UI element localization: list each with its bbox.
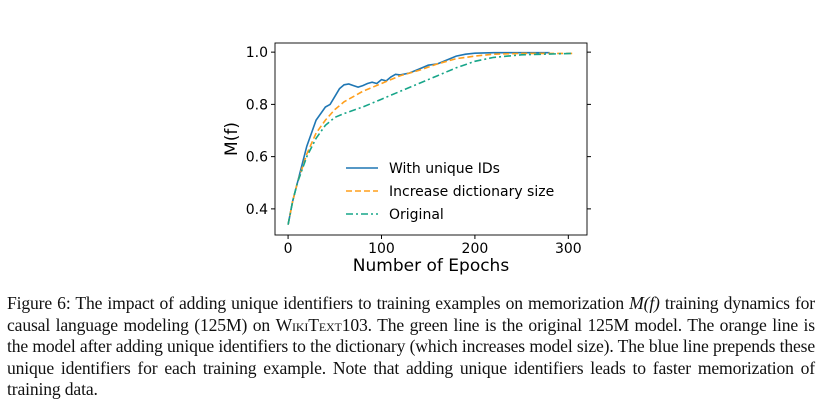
x-tick-label: 300 xyxy=(555,241,582,257)
legend-label-0: With unique IDs xyxy=(389,161,500,177)
series-line-2 xyxy=(287,52,574,225)
y-tick-label: 0.8 xyxy=(246,97,268,113)
caption-label: Figure 6: xyxy=(7,293,71,313)
caption-text: . The green line is the original 125M mo… xyxy=(7,314,815,400)
caption-text: The impact of adding unique identifiers … xyxy=(70,293,630,313)
x-axis-label: Number of Epochs xyxy=(353,256,510,276)
y-tick-label: 1.0 xyxy=(246,45,268,61)
y-tick-label: 0.4 xyxy=(246,202,268,218)
figure-caption: Figure 6: The impact of adding unique id… xyxy=(7,293,815,401)
caption-math: M(f) xyxy=(629,293,660,313)
y-tick-label: 0.6 xyxy=(246,150,268,166)
caption-dataset: WikiText103 xyxy=(275,314,368,335)
figure-chart: 0 100 200 300 0.4 0.6 0.8 1.0 Number of Epochs M(… xyxy=(222,42,591,276)
plot-frame xyxy=(274,42,588,236)
series-line-0 xyxy=(287,51,550,225)
x-tick-label: 0 xyxy=(284,241,293,257)
x-tick-label: 100 xyxy=(368,241,395,257)
legend-label-2: Original xyxy=(389,207,444,223)
legend-label-1: Increase dictionary size xyxy=(389,184,554,200)
series-line-1 xyxy=(287,52,573,225)
y-axis-label: M(f) xyxy=(222,122,242,156)
caption-text: training dynamics for causal language mo… xyxy=(7,293,816,335)
x-tick-label: 200 xyxy=(462,241,489,257)
